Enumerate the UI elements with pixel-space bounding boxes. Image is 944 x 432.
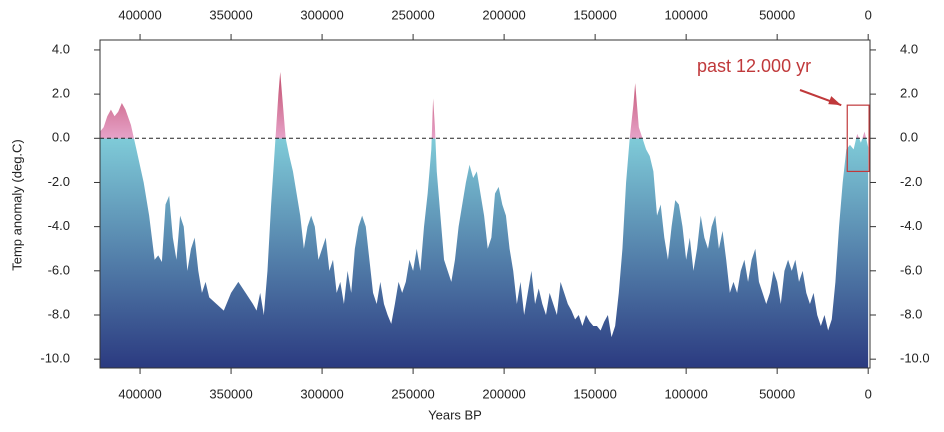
y2-tick-label: 2.0 [900,86,918,101]
y2-tick-label: -8.0 [900,306,922,321]
x-tick-label: 0 [865,386,872,401]
y-axis-title: Temp anomaly (deg.C) [9,139,24,271]
y2-tick-label: -2.0 [900,174,922,189]
x-top-tick-label: 300000 [300,7,343,22]
y2-tick-label: -10.0 [900,351,930,366]
x-top-tick-label: 400000 [118,7,161,22]
x-top-tick-label: 350000 [209,7,252,22]
x-tick-label: 350000 [209,386,252,401]
x-top-tick-label: 200000 [482,7,525,22]
y2-tick-label: 4.0 [900,41,918,56]
x-top-tick-label: 100000 [664,7,707,22]
x-axis-title: Years BP [428,407,482,422]
y-tick-label: -6.0 [48,262,70,277]
y-tick-label: 4.0 [52,41,70,56]
x-top-tick-label: 150000 [573,7,616,22]
arrow-head [828,96,842,106]
y-tick-label: -8.0 [48,306,70,321]
x-tick-label: 150000 [573,386,616,401]
x-tick-label: 200000 [482,386,525,401]
area [100,72,869,368]
y2-tick-label: -6.0 [900,262,922,277]
plot-frame [99,39,871,369]
x-tick-label: 100000 [664,386,707,401]
y-tick-label: -10.0 [40,351,70,366]
x-top-tick-label: 250000 [391,7,434,22]
highlight-box [846,104,870,173]
x-tick-label: 400000 [118,386,161,401]
y-tick-label: 0.0 [52,130,70,145]
x-tick-label: 300000 [300,386,343,401]
y-tick-label: -2.0 [48,174,70,189]
x-top-tick-label: 0 [865,7,872,22]
annotation-text: past 12.000 yr [697,56,811,76]
x-tick-label: 50000 [759,386,795,401]
y-tick-label: -4.0 [48,218,70,233]
y2-tick-label: -4.0 [900,218,922,233]
y2-tick-label: 0.0 [900,130,918,145]
x-tick-label: 250000 [391,386,434,401]
x-top-tick-label: 50000 [759,7,795,22]
y-tick-label: 2.0 [52,86,70,101]
